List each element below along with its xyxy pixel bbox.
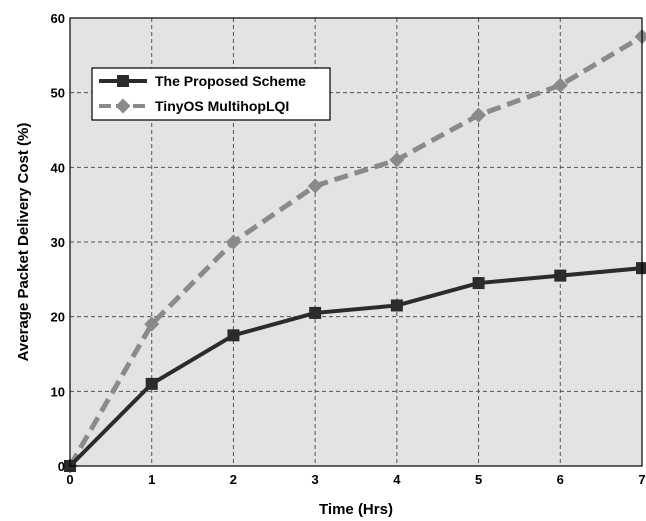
y-tick-label: 30 <box>51 235 65 250</box>
data-point <box>471 107 487 123</box>
y-axis-title: Average Packet Delivery Cost (%) <box>15 123 32 362</box>
legend-label: TinyOS MultihopLQI <box>155 98 289 114</box>
plot-border <box>69 17 643 467</box>
x-tick-label: 4 <box>393 472 401 487</box>
legend-marker <box>115 98 131 114</box>
x-tick-label: 0 <box>66 472 73 487</box>
y-tick-label: 20 <box>51 310 65 325</box>
x-tick-label: 5 <box>475 472 482 487</box>
data-point <box>636 262 646 275</box>
x-tick-label: 6 <box>557 472 564 487</box>
data-point <box>389 152 405 168</box>
data-point <box>390 299 403 312</box>
y-tick-label: 0 <box>58 459 65 474</box>
data-point <box>554 269 567 282</box>
y-axis-ticks: 0 10 20 30 40 50 60 <box>51 11 65 474</box>
x-tick-label: 1 <box>148 472 155 487</box>
series-line <box>68 266 643 468</box>
x-tick-label: 7 <box>638 472 645 487</box>
data-point <box>472 277 485 290</box>
legend-box <box>91 67 331 121</box>
x-tick-label: 2 <box>230 472 237 487</box>
legend-label: The Proposed Scheme <box>155 73 306 89</box>
data-point <box>144 316 160 332</box>
data-point <box>309 306 322 319</box>
y-tick-label: 50 <box>51 86 65 101</box>
data-point <box>227 329 240 342</box>
x-tick-label: 3 <box>312 472 319 487</box>
data-point <box>552 77 568 93</box>
data-series <box>62 29 646 474</box>
data-point <box>307 178 323 194</box>
y-tick-label: 60 <box>51 11 65 26</box>
data-point <box>225 234 241 250</box>
series-line <box>67 34 644 468</box>
data-point <box>634 29 646 45</box>
gridlines <box>70 18 642 466</box>
legend: The Proposed Scheme TinyOS MultihopLQI <box>91 67 331 121</box>
x-axis-ticks: 0 1 2 3 4 5 6 7 <box>66 472 645 487</box>
x-axis-title: Time (Hrs) <box>319 501 393 518</box>
legend-items: The Proposed Scheme TinyOS MultihopLQI <box>99 73 306 114</box>
legend-marker <box>117 75 129 87</box>
y-tick-label: 10 <box>51 384 65 399</box>
data-point <box>145 377 158 390</box>
y-tick-label: 40 <box>51 160 65 175</box>
